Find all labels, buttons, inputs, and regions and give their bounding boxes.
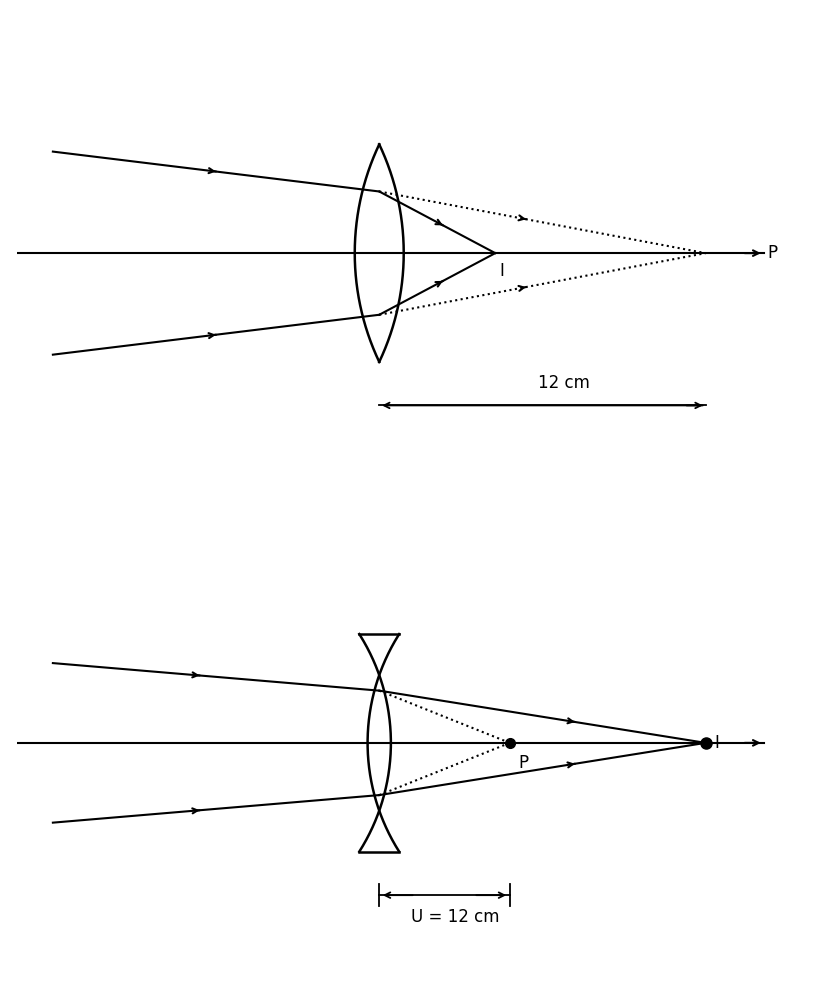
Text: P: P: [519, 754, 529, 772]
Text: U = 12 cm: U = 12 cm: [411, 908, 499, 926]
Text: 12 cm: 12 cm: [538, 374, 590, 392]
Text: I: I: [499, 262, 504, 280]
Text: I: I: [715, 734, 719, 752]
Text: P: P: [767, 244, 777, 262]
